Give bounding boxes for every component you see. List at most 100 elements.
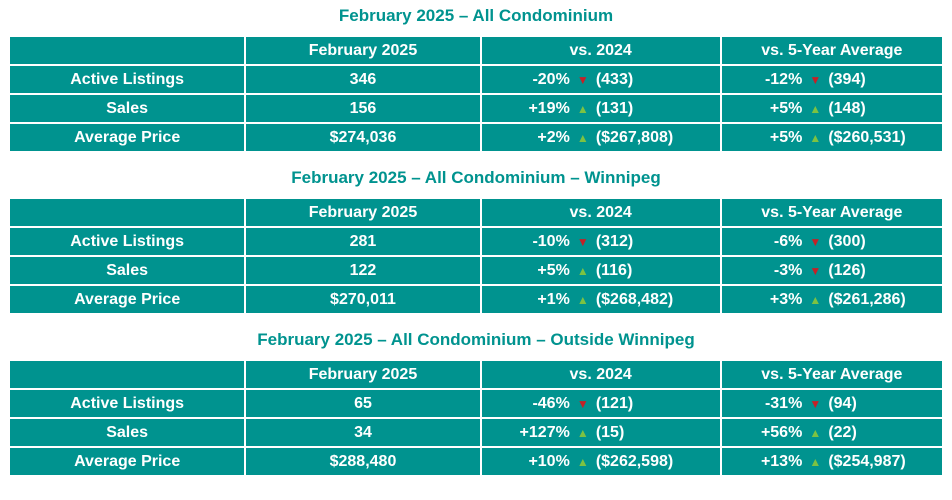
row-label-header	[7, 35, 247, 66]
pct-change: +3%	[769, 290, 803, 308]
reference-value: (121)	[595, 394, 634, 412]
reference-value: (94)	[828, 394, 857, 412]
table-group-winnipeg: February 2025 – All Condominium – Winnip…	[7, 168, 945, 315]
current-value: 34	[244, 417, 482, 448]
vs-2024-cell: +1% ▲ ($268,482)	[479, 284, 722, 315]
row-label-header	[7, 197, 247, 228]
down-arrow-icon: ▼	[576, 73, 589, 87]
down-arrow-icon: ▼	[576, 397, 589, 411]
column-header-vs-5yr: vs. 5-Year Average	[719, 359, 945, 390]
pct-change: +5%	[769, 128, 803, 146]
reference-value: (22)	[828, 423, 857, 441]
vs-2024-cell: +127% ▲ (15)	[479, 417, 722, 448]
vs-2024-cell: +10% ▲ ($262,598)	[479, 446, 722, 477]
row-label: Active Listings	[7, 64, 247, 95]
pct-change: -20%	[532, 70, 570, 88]
row-label: Sales	[7, 255, 247, 286]
reference-value: (300)	[828, 232, 866, 250]
table-row: Active Listings 346 -20% ▼ (433) -12% ▼ …	[7, 64, 945, 95]
reference-value: (131)	[595, 99, 634, 117]
vs-5yr-cell: +3% ▲ ($261,286)	[719, 284, 945, 315]
table-row: Sales 156 +19% ▲ (131) +5% ▲ (148)	[7, 93, 945, 124]
vs-5yr-cell: -12% ▼ (394)	[719, 64, 945, 95]
column-header-vs-2024: vs. 2024	[479, 35, 722, 66]
reference-value: (15)	[595, 423, 625, 441]
report-page: February 2025 – All Condominium February…	[7, 6, 945, 477]
pct-change: -12%	[764, 70, 803, 88]
pct-change: -31%	[764, 394, 803, 412]
row-label-header	[7, 359, 247, 390]
up-arrow-icon: ▲	[576, 293, 589, 307]
condo-summary-table-all: February 2025 vs. 2024 vs. 5-Year Averag…	[7, 35, 945, 153]
up-arrow-icon: ▲	[809, 131, 822, 145]
row-label: Average Price	[7, 284, 247, 315]
vs-2024-cell: +19% ▲ (131)	[479, 93, 722, 124]
reference-value: ($254,987)	[828, 452, 906, 470]
pct-change: -10%	[532, 232, 570, 250]
pct-change: +2%	[537, 128, 570, 146]
pct-change: +5%	[769, 99, 803, 117]
reference-value: (126)	[828, 261, 866, 279]
current-value: 346	[244, 64, 482, 95]
vs-2024-cell: -10% ▼ (312)	[479, 226, 722, 257]
table-row: Sales 122 +5% ▲ (116) -3% ▼ (126)	[7, 255, 945, 286]
column-header-vs-5yr: vs. 5-Year Average	[719, 197, 945, 228]
row-label: Active Listings	[7, 226, 247, 257]
pct-change: +1%	[537, 290, 570, 308]
table-title: February 2025 – All Condominium	[338, 6, 614, 25]
current-value: 65	[244, 388, 482, 419]
vs-2024-cell: -46% ▼ (121)	[479, 388, 722, 419]
up-arrow-icon: ▲	[809, 426, 822, 440]
table-group-all-condominium: February 2025 – All Condominium February…	[7, 6, 945, 153]
pct-change: -3%	[773, 261, 803, 279]
row-label: Sales	[7, 417, 247, 448]
row-label: Sales	[7, 93, 247, 124]
condo-summary-table-winnipeg: February 2025 vs. 2024 vs. 5-Year Averag…	[7, 197, 945, 315]
column-header-current: February 2025	[244, 197, 482, 228]
header-row: February 2025 vs. 2024 vs. 5-Year Averag…	[7, 359, 945, 390]
vs-5yr-cell: +56% ▲ (22)	[719, 417, 945, 448]
reference-value: ($262,598)	[595, 452, 674, 470]
pct-change: +56%	[760, 423, 803, 441]
vs-5yr-cell: +5% ▲ (148)	[719, 93, 945, 124]
current-value: 281	[244, 226, 482, 257]
pct-change: +5%	[537, 261, 570, 279]
column-header-vs-5yr: vs. 5-Year Average	[719, 35, 945, 66]
table-row: Average Price $288,480 +10% ▲ ($262,598)…	[7, 446, 945, 477]
row-label: Average Price	[7, 446, 247, 477]
column-header-current: February 2025	[244, 359, 482, 390]
pct-change: +10%	[528, 452, 570, 470]
vs-5yr-cell: -6% ▼ (300)	[719, 226, 945, 257]
pct-change: -6%	[773, 232, 803, 250]
down-arrow-icon: ▼	[809, 397, 822, 411]
vs-5yr-cell: +5% ▲ ($260,531)	[719, 122, 945, 153]
current-value: 156	[244, 93, 482, 124]
current-value: $274,036	[244, 122, 482, 153]
current-value: $270,011	[244, 284, 482, 315]
down-arrow-icon: ▼	[809, 73, 822, 87]
table-title: February 2025 – All Condominium – Outsid…	[257, 330, 695, 349]
current-value: $288,480	[244, 446, 482, 477]
reference-value: (433)	[595, 70, 634, 88]
current-value: 122	[244, 255, 482, 286]
vs-2024-cell: -20% ▼ (433)	[479, 64, 722, 95]
pct-change: -46%	[532, 394, 570, 412]
down-arrow-icon: ▼	[809, 264, 822, 278]
up-arrow-icon: ▲	[809, 455, 822, 469]
vs-5yr-cell: -31% ▼ (94)	[719, 388, 945, 419]
up-arrow-icon: ▲	[576, 455, 589, 469]
condo-summary-table-outside-winnipeg: February 2025 vs. 2024 vs. 5-Year Averag…	[7, 359, 945, 477]
table-row: Average Price $274,036 +2% ▲ ($267,808) …	[7, 122, 945, 153]
vs-5yr-cell: +13% ▲ ($254,987)	[719, 446, 945, 477]
header-row: February 2025 vs. 2024 vs. 5-Year Averag…	[7, 197, 945, 228]
reference-value: ($267,808)	[595, 128, 674, 146]
up-arrow-icon: ▲	[576, 264, 589, 278]
reference-value: (116)	[595, 261, 633, 279]
reference-value: ($260,531)	[828, 128, 906, 146]
column-header-vs-2024: vs. 2024	[479, 197, 722, 228]
table-group-outside-winnipeg: February 2025 – All Condominium – Outsid…	[7, 330, 945, 477]
header-row: February 2025 vs. 2024 vs. 5-Year Averag…	[7, 35, 945, 66]
vs-2024-cell: +2% ▲ ($267,808)	[479, 122, 722, 153]
row-label: Active Listings	[7, 388, 247, 419]
row-label: Average Price	[7, 122, 247, 153]
